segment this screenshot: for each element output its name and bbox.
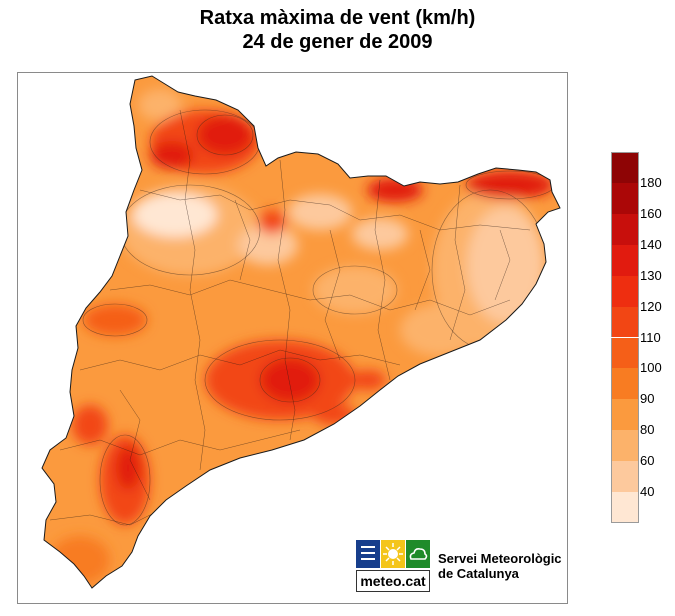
logo-wordmark: meteo.cat bbox=[356, 570, 430, 592]
color-scale-legend bbox=[611, 152, 639, 523]
map-subtitle: 24 de gener de 2009 bbox=[242, 31, 433, 53]
legend-swatch bbox=[611, 399, 639, 431]
legend-tick: 90 bbox=[640, 391, 655, 407]
legend-tick: 180 bbox=[640, 174, 662, 190]
legend-tick: 120 bbox=[640, 298, 662, 314]
precipitation-lines-icon bbox=[356, 540, 380, 568]
legend-swatch bbox=[611, 152, 639, 183]
meteocat-logo: meteo.cat bbox=[356, 540, 430, 592]
legend-swatch bbox=[611, 461, 639, 493]
legend-tick: 140 bbox=[640, 236, 662, 252]
legend-swatch bbox=[611, 275, 639, 307]
legend-swatch bbox=[611, 492, 639, 523]
cloud-icon bbox=[406, 540, 430, 568]
legend-tick: 110 bbox=[640, 329, 661, 345]
legend-tick: 40 bbox=[640, 484, 655, 500]
legend-swatch bbox=[611, 368, 639, 400]
legend-tick: 80 bbox=[640, 422, 655, 438]
legend-swatch bbox=[611, 430, 639, 462]
legend-tick: 130 bbox=[640, 267, 662, 283]
legend-tick: 100 bbox=[640, 360, 662, 376]
legend-swatch bbox=[611, 244, 639, 276]
organization-name-line2: de Catalunya bbox=[438, 566, 519, 581]
map-title: Ratxa màxima de vent (km/h) bbox=[199, 7, 476, 29]
wind-gust-contours bbox=[42, 76, 560, 588]
organization-name-line1: Servei Meteorològic bbox=[438, 551, 562, 566]
legend-tick: 60 bbox=[640, 453, 655, 469]
legend-swatch bbox=[611, 182, 639, 214]
legend-swatch bbox=[611, 306, 639, 338]
legend-swatch bbox=[611, 213, 639, 245]
legend-tick: 160 bbox=[640, 205, 662, 221]
sun-icon bbox=[381, 540, 405, 568]
legend-swatch bbox=[611, 337, 639, 369]
